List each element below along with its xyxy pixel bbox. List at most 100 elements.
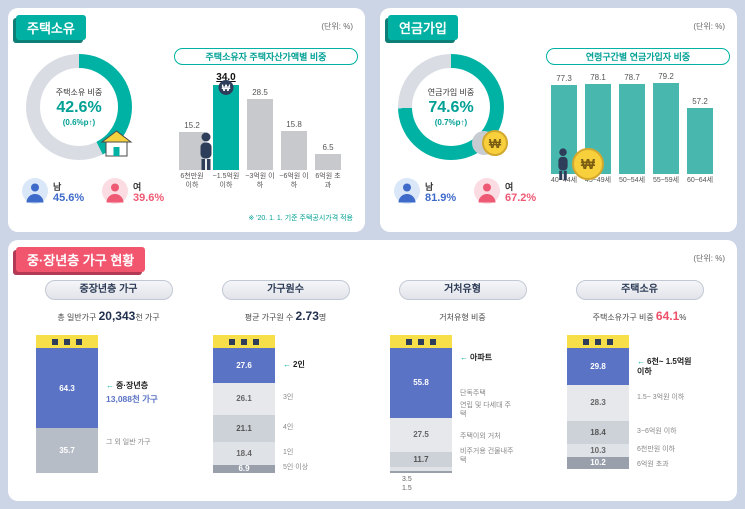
building-roof	[390, 335, 452, 348]
bar-column: 78.7 50~54세	[618, 73, 646, 189]
segment-value: 27.6	[236, 360, 252, 370]
housing-footnote: ※ '20. 1. 1. 기준 주택공시가격 적용	[248, 215, 353, 222]
bar-column: 6.5 6억원 초과	[314, 143, 342, 191]
segment: 29.8	[567, 348, 629, 386]
bar-label: ~6억원 이하	[279, 173, 309, 189]
segment-label: 연립 및 다세대 주택	[460, 402, 511, 419]
segment-value: 21.1	[236, 423, 252, 433]
bar	[619, 83, 645, 175]
arrow-left-icon: ←	[106, 381, 114, 390]
bar-label: ~3억원 이하	[245, 173, 275, 189]
subtitle-prefix: 주택소유가구 비중	[592, 313, 656, 322]
segment-value: 3.5	[402, 476, 412, 483]
building-chart: 29.8 28.3 18.4 10.3 10.2 ← 6천~ 1.5억원 이하 1…	[551, 335, 728, 495]
pension-panel: 연금가입 (단위: %) 연금가입 비중 74.6% (0.7%p↑) ₩ 남 …	[380, 8, 737, 232]
household-panel-badge: 중·장년층 가구 현황	[16, 247, 146, 272]
segment-label: 비주거용 건물내주택	[460, 448, 514, 465]
column-subtitle: 총 일반가구 20,343천 가구	[20, 309, 197, 323]
male-stat: 남 45.6%	[22, 178, 84, 209]
tab-households: 중장년층 가구	[44, 280, 173, 300]
segment-label: 1.5~ 3억원 이하	[637, 394, 685, 401]
bar-label: 55~59세	[652, 177, 680, 185]
bar-label: 45~49세	[584, 177, 612, 185]
bar-column: 28.5 ~3억원 이하	[245, 87, 275, 191]
building: 27.6 26.1 21.1 18.4 6.9	[213, 335, 275, 474]
segment: 18.4	[213, 441, 275, 465]
unit-label: (단위: %)	[693, 254, 725, 263]
house-icon	[100, 130, 133, 157]
won-coin-icon: ₩	[572, 148, 604, 180]
column-subtitle: 주택소유가구 비중 64.1%	[551, 309, 728, 323]
building-chart: 64.3 35.7 ← 중·장년층 13,088천 가구 그 외 일반 가구	[20, 335, 197, 495]
bar-value: 28.5	[252, 87, 268, 97]
female-value: 67.2%	[505, 192, 537, 205]
column-household-size: 가구원수 평균 가구원 수 2.73명 27.6 26.1 21.1 18.4 …	[197, 280, 374, 495]
column-home-ownership: 주택소유 주택소유가구 비중 64.1% 29.8 28.3 18.4 10.3…	[551, 280, 728, 495]
bar-label: 50~54세	[618, 177, 646, 185]
male-stat: 남 81.9%	[394, 178, 456, 209]
bar-label: 60~64세	[686, 177, 714, 185]
segment: 18.4	[567, 420, 629, 444]
donut-label: 연금가입 비중	[427, 88, 475, 97]
subtitle-number: 64.1	[655, 309, 680, 323]
donut-delta: (0.7%p↑)	[434, 118, 468, 127]
column-subtitle: 평균 가구원 수 2.73명	[197, 309, 374, 323]
segment-label: 1인	[283, 449, 294, 456]
bar-value: 77.3	[556, 74, 572, 84]
donut-center: 주택소유 비중 42.6% (0.6%p↑)	[40, 68, 118, 146]
person-icon	[558, 148, 568, 180]
female-label: 여	[505, 182, 514, 192]
segment: 21.1	[213, 415, 275, 442]
segment-value: 6.9	[238, 464, 250, 474]
subtitle-prefix: 거처유형 비중	[439, 313, 486, 322]
segment: 28.3	[567, 385, 629, 421]
tab-residence-type: 거처유형	[398, 280, 527, 300]
male-value: 81.9%	[425, 192, 457, 205]
segment-value: 18.4	[236, 448, 252, 458]
unit-label: (단위: %)	[693, 22, 725, 31]
unit-label: (단위: %)	[321, 22, 353, 31]
segment-label: 3~6억원 이하	[637, 428, 677, 435]
segment-label: 3인	[283, 394, 294, 401]
segment-value: 55.8	[413, 378, 429, 388]
subtitle-number: 20,343	[98, 309, 136, 323]
segment-label: 13,088천 가구	[106, 394, 158, 404]
male-icon	[22, 178, 48, 209]
housing-bar-chart: 15.2 6천만원 이하 34.0 ₩ ~1.5억원 이하 28.5 ~3억원 …	[178, 72, 342, 191]
bar	[247, 98, 273, 170]
segment: 64.3	[36, 348, 98, 429]
segment: 27.6	[213, 348, 275, 383]
segment-value: 10.2	[590, 458, 606, 468]
subtitle-prefix: 평균 가구원 수	[244, 313, 296, 322]
bar	[653, 83, 679, 175]
bar-column: 57.2 60~64세	[686, 97, 714, 188]
housing-ownership-panel: 주택소유 (단위: %) 주택소유 비중 42.6% (0.6%p↑) 남 45…	[8, 8, 365, 232]
subtitle-suffix: 천 가구	[135, 313, 160, 322]
bar-value: 15.2	[184, 121, 200, 130]
female-icon	[474, 178, 500, 209]
bar-label: 6억원 초과	[315, 173, 341, 189]
building-roof	[36, 335, 98, 348]
segment-label: 4인	[283, 424, 294, 431]
segment: 35.7	[36, 428, 98, 473]
donut-delta: (0.6%p↑)	[62, 118, 96, 127]
segment: 10.2	[567, 456, 629, 470]
segment-value: 29.8	[590, 362, 606, 372]
female-label: 여	[133, 182, 142, 192]
segment: 26.1	[213, 382, 275, 416]
housing-chart-title: 주택소유자 주택자산가액별 비중	[174, 48, 358, 65]
bar-value: 34.0	[216, 72, 236, 83]
bar-value: 15.8	[286, 119, 302, 129]
male-value: 45.6%	[53, 192, 85, 205]
segment-label: ← 중·장년층	[106, 381, 149, 390]
segment-value: 26.1	[236, 394, 252, 404]
bar	[281, 130, 307, 170]
female-value: 39.6%	[133, 192, 165, 205]
column-subtitle: 거처유형 비중	[374, 309, 551, 323]
housing-donut-chart: 주택소유 비중 42.6% (0.6%p↑)	[26, 54, 132, 160]
segment: 27.5	[390, 417, 452, 453]
segment-value: 28.3	[590, 398, 606, 408]
bar-column-highlight: 34.0 ₩ ~1.5억원 이하	[200, 72, 240, 191]
tiny-segment-values: 3.5 1.5	[402, 476, 412, 494]
arrow-left-icon: ←	[283, 360, 291, 369]
